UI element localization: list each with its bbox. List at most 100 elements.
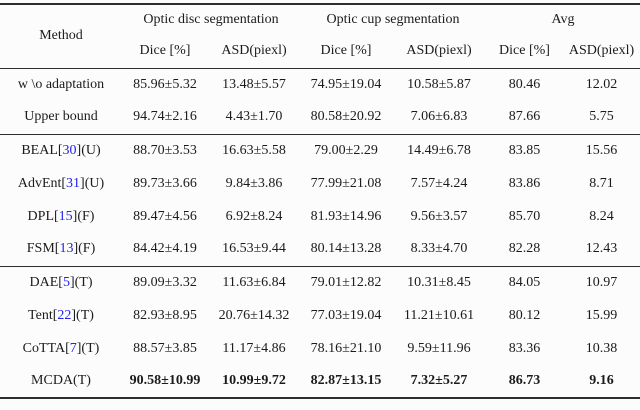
col-header-avg-dice: Dice [%] xyxy=(486,35,563,69)
method-cell: BEAL[30](U) xyxy=(0,134,122,167)
method-cell: Upper bound xyxy=(0,101,122,135)
disc-asd-value: 10.99±9.72 xyxy=(222,373,286,388)
disc-asd-value: 9.84±3.86 xyxy=(225,175,283,191)
segmentation-results-table: Method Optic disc segmentation Optic cup… xyxy=(0,3,640,399)
method-suffix: ](U) xyxy=(80,175,105,191)
avg-dice-value: 84.05 xyxy=(508,274,541,290)
avg-asd-value: 15.56 xyxy=(585,142,618,158)
col-header-disc-dice: Dice [%] xyxy=(122,35,208,69)
avg-asd-value: 10.97 xyxy=(585,274,618,290)
method-label: DAE[ xyxy=(29,274,63,290)
disc-asd-value: 4.43±1.70 xyxy=(208,101,300,135)
citation-link[interactable]: 7 xyxy=(69,340,77,356)
col-header-avg-asd: ASD(piexl) xyxy=(563,35,640,69)
disc-dice-value: 85.96±5.32 xyxy=(133,76,197,92)
disc-asd-value: 16.53±9.44 xyxy=(208,233,300,267)
cup-asd-value: 7.06±6.83 xyxy=(392,101,486,135)
avg-dice-value: 86.73 xyxy=(508,373,541,388)
table-row-advent: AdvEnt[31](U) 89.73±3.66 9.84±3.86 77.99… xyxy=(0,167,640,200)
method-label: DPL[ xyxy=(27,208,59,224)
method-suffix: ](T) xyxy=(69,274,93,290)
avg-dice-value: 80.12 xyxy=(508,307,541,323)
table-row-mcda: MCDA(T) 90.58±10.99 10.99±9.72 82.87±13.… xyxy=(0,365,640,398)
cup-dice-value: 74.95±19.04 xyxy=(310,76,382,92)
header-sub-row: Dice [%] ASD(piexl) Dice [%] ASD(piexl) … xyxy=(0,35,640,69)
cup-dice-value: 79.00±2.29 xyxy=(314,142,378,158)
table-row-fsm: FSM[13](F) 84.42±4.19 16.53±9.44 80.14±1… xyxy=(0,233,640,267)
col-group-optic-cup: Optic cup segmentation xyxy=(326,12,460,27)
avg-asd-value: 8.24 xyxy=(589,208,614,224)
method-cell: FSM[13](F) xyxy=(0,233,122,267)
method-cell: MCDA(T) xyxy=(0,365,122,398)
avg-asd-value: 5.75 xyxy=(563,101,640,135)
method-cell: w \o adaptation xyxy=(0,68,122,101)
avg-dice-value: 80.46 xyxy=(508,76,541,92)
table-body: w \o adaptation 85.96±5.32 13.48±5.57 74… xyxy=(0,68,640,398)
citation-link[interactable]: 22 xyxy=(57,307,72,323)
disc-dice-value: 82.93±8.95 xyxy=(133,307,197,323)
table-row-upper-bound: Upper bound 94.74±2.16 4.43±1.70 80.58±2… xyxy=(0,101,640,135)
cup-dice-value: 77.03±19.04 xyxy=(310,307,382,323)
disc-asd-value: 16.63±5.58 xyxy=(222,142,286,158)
disc-asd-value: 20.76±14.32 xyxy=(218,307,290,323)
cup-asd-value: 9.59±11.96 xyxy=(407,340,471,356)
method-suffix: ](F) xyxy=(73,241,96,257)
method-label: Tent[ xyxy=(28,307,58,323)
avg-asd-value: 12.43 xyxy=(563,233,640,267)
avg-asd-value: 9.16 xyxy=(589,373,614,388)
method-suffix: ](T) xyxy=(76,340,100,356)
cup-asd-value: 7.32±5.27 xyxy=(410,373,468,388)
citation-link[interactable]: 30 xyxy=(62,142,77,158)
avg-asd-value: 12.02 xyxy=(585,76,618,92)
disc-dice-value: 94.74±2.16 xyxy=(122,101,208,135)
col-group-avg: Avg xyxy=(551,12,575,27)
method-suffix: ](F) xyxy=(72,208,95,224)
col-header-cup-dice: Dice [%] xyxy=(300,35,392,69)
avg-asd-value: 15.99 xyxy=(585,307,618,323)
disc-dice-value: 89.73±3.66 xyxy=(133,175,197,191)
cup-asd-value: 10.31±8.45 xyxy=(407,274,471,290)
disc-asd-value: 11.63±6.84 xyxy=(222,274,286,290)
method-cell: AdvEnt[31](U) xyxy=(0,167,122,200)
cup-asd-value: 10.58±5.87 xyxy=(407,76,471,92)
avg-dice-value: 87.66 xyxy=(486,101,563,135)
citation-link[interactable]: 13 xyxy=(59,241,74,257)
avg-dice-value: 83.85 xyxy=(508,142,541,158)
cup-dice-value: 78.16±21.10 xyxy=(310,340,382,356)
avg-dice-value: 85.70 xyxy=(508,208,541,224)
cup-asd-value: 14.49±6.78 xyxy=(407,142,471,158)
method-cell: Tent[22](T) xyxy=(0,299,122,332)
method-label: CoTTA[ xyxy=(22,340,70,356)
method-label: FSM[ xyxy=(26,241,60,257)
disc-dice-value: 88.57±3.85 xyxy=(133,340,197,356)
method-suffix: ](U) xyxy=(76,142,101,158)
col-header-disc-asd: ASD(piexl) xyxy=(208,35,300,69)
col-header-cup-asd: ASD(piexl) xyxy=(392,35,486,69)
table-row-dpl: DPL[15](F) 89.47±4.56 6.92±8.24 81.93±14… xyxy=(0,200,640,233)
disc-dice-value: 90.58±10.99 xyxy=(129,373,201,388)
cup-dice-value: 80.14±13.28 xyxy=(300,233,392,267)
cup-dice-value: 77.99±21.08 xyxy=(310,175,382,191)
disc-dice-value: 89.09±3.32 xyxy=(133,274,197,290)
citation-link[interactable]: 31 xyxy=(66,175,81,191)
method-label: w \o adaptation xyxy=(17,76,105,92)
cup-dice-value: 82.87±13.15 xyxy=(310,373,382,388)
avg-asd-value: 10.38 xyxy=(585,340,618,356)
cup-asd-value: 8.33±4.70 xyxy=(392,233,486,267)
method-label: BEAL[ xyxy=(21,142,63,158)
cup-asd-value: 7.57±4.24 xyxy=(410,175,468,191)
header-group-row: Method Optic disc segmentation Optic cup… xyxy=(0,4,640,69)
table-row-wo-adaptation: w \o adaptation 85.96±5.32 13.48±5.57 74… xyxy=(0,68,640,101)
citation-link[interactable]: 5 xyxy=(62,274,70,290)
method-cell: DAE[5](T) xyxy=(0,266,122,299)
cup-dice-value: 81.93±14.96 xyxy=(310,208,382,224)
avg-dice-value: 82.28 xyxy=(486,233,563,267)
table-row-tent: Tent[22](T) 82.93±8.95 20.76±14.32 77.03… xyxy=(0,299,640,332)
table-row-dae: DAE[5](T) 89.09±3.32 11.63±6.84 79.01±12… xyxy=(0,266,640,299)
avg-asd-value: 8.71 xyxy=(589,175,614,191)
citation-link[interactable]: 15 xyxy=(58,208,73,224)
disc-dice-value: 89.47±4.56 xyxy=(133,208,197,224)
avg-dice-value: 83.36 xyxy=(508,340,541,356)
method-cell: DPL[15](F) xyxy=(0,200,122,233)
